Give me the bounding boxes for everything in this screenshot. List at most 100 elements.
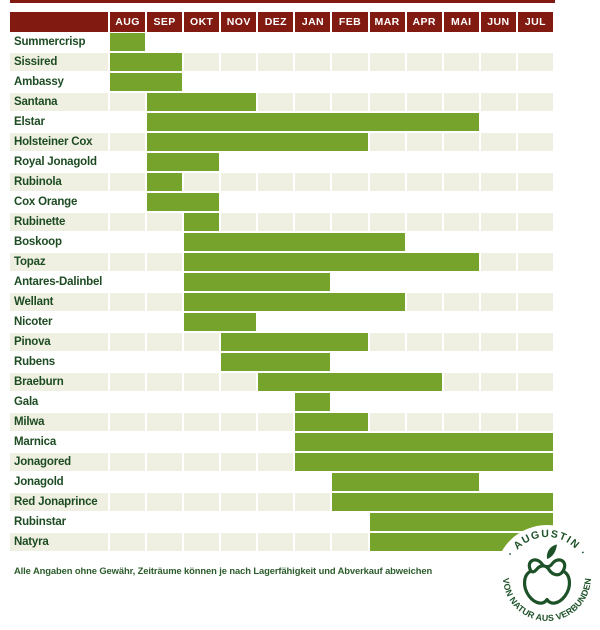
month-cell xyxy=(221,432,257,452)
month-header: FEB xyxy=(332,12,368,32)
month-cell xyxy=(147,332,183,352)
month-cell xyxy=(110,372,146,392)
availability-bar xyxy=(147,92,257,112)
month-cell xyxy=(332,172,368,192)
month-cell xyxy=(369,312,405,332)
month-cell xyxy=(443,292,479,312)
table-row: Ambassy xyxy=(10,72,555,92)
month-cell xyxy=(221,452,257,472)
month-cell xyxy=(221,172,257,192)
month-cell xyxy=(480,112,516,132)
month-cell xyxy=(369,32,405,52)
variety-label: Ambassy xyxy=(14,75,64,88)
month-cell xyxy=(443,72,479,92)
availability-bar xyxy=(258,372,442,392)
availability-bar xyxy=(332,472,479,492)
month-cell xyxy=(147,272,183,292)
table-row: Boskoop xyxy=(10,232,555,252)
month-cell xyxy=(480,192,516,212)
month-cell xyxy=(110,472,146,492)
month-cell xyxy=(147,352,183,372)
month-cell xyxy=(110,192,146,212)
month-cell xyxy=(110,232,146,252)
variety-label: Marnica xyxy=(14,435,57,448)
month-cell xyxy=(517,112,553,132)
month-cell xyxy=(517,332,553,352)
availability-bar xyxy=(184,272,331,292)
variety-label: Santana xyxy=(10,92,108,112)
availability-bar xyxy=(147,132,368,152)
availability-bar xyxy=(369,512,553,532)
month-cell xyxy=(406,32,442,52)
month-cell xyxy=(369,132,405,152)
month-cell xyxy=(480,212,516,232)
availability-bar xyxy=(295,412,368,432)
month-cell xyxy=(295,492,331,512)
month-cell xyxy=(184,332,220,352)
table-row: Milwa xyxy=(10,412,555,432)
month-cell xyxy=(184,532,220,552)
month-cell xyxy=(517,152,553,172)
variety-label: Braeburn xyxy=(10,372,108,392)
month-cell xyxy=(406,412,442,432)
month-cell xyxy=(517,352,553,372)
month-cell xyxy=(443,392,479,412)
month-cell xyxy=(147,472,183,492)
month-cell xyxy=(258,192,294,212)
month-cell xyxy=(147,292,183,312)
month-cell xyxy=(295,512,331,532)
month-cell xyxy=(147,232,183,252)
month-cell xyxy=(406,352,442,372)
month-cell xyxy=(406,272,442,292)
month-cell xyxy=(480,72,516,92)
month-cell xyxy=(110,452,146,472)
availability-bar xyxy=(110,52,183,72)
month-cell xyxy=(443,352,479,372)
table-rows: Summercrisp Sissired Ambassy Santana Elstar H… xyxy=(10,32,555,552)
month-cell xyxy=(221,512,257,532)
month-cell xyxy=(443,32,479,52)
table-row: Braeburn xyxy=(10,372,555,392)
month-cell xyxy=(332,212,368,232)
month-cell xyxy=(110,272,146,292)
variety-label: Holsteiner Cox xyxy=(10,132,108,152)
month-cell xyxy=(332,312,368,332)
table-row: Nicoter xyxy=(10,312,555,332)
table-row: Topaz xyxy=(10,252,555,272)
month-cell xyxy=(110,172,146,192)
month-cell xyxy=(110,512,146,532)
month-cell xyxy=(517,172,553,192)
month-cell xyxy=(406,192,442,212)
month-cell xyxy=(480,412,516,432)
month-cell xyxy=(221,52,257,72)
month-cell xyxy=(110,352,146,372)
month-cell xyxy=(369,72,405,92)
availability-bar xyxy=(147,152,220,172)
table-row: Rubinstar xyxy=(10,512,555,532)
month-cell xyxy=(258,452,294,472)
month-cell xyxy=(517,292,553,312)
month-cell xyxy=(221,152,257,172)
month-cell xyxy=(369,192,405,212)
month-cell xyxy=(480,392,516,412)
month-cell xyxy=(184,392,220,412)
variety-label: Boskoop xyxy=(14,235,62,248)
table-row: Pinova xyxy=(10,332,555,352)
month-cell xyxy=(147,412,183,432)
month-cell xyxy=(258,312,294,332)
month-cell xyxy=(480,172,516,192)
month-cell xyxy=(110,492,146,512)
month-cell xyxy=(517,192,553,212)
variety-label: Jonagored xyxy=(10,452,108,472)
month-cell xyxy=(517,392,553,412)
month-cell xyxy=(480,332,516,352)
month-cell xyxy=(295,192,331,212)
month-cell xyxy=(406,392,442,412)
month-cell xyxy=(517,272,553,292)
month-cell xyxy=(147,392,183,412)
month-cell xyxy=(517,472,553,492)
month-cell xyxy=(184,452,220,472)
month-cell xyxy=(147,432,183,452)
month-cell xyxy=(443,312,479,332)
variety-label: Sissired xyxy=(10,52,108,72)
